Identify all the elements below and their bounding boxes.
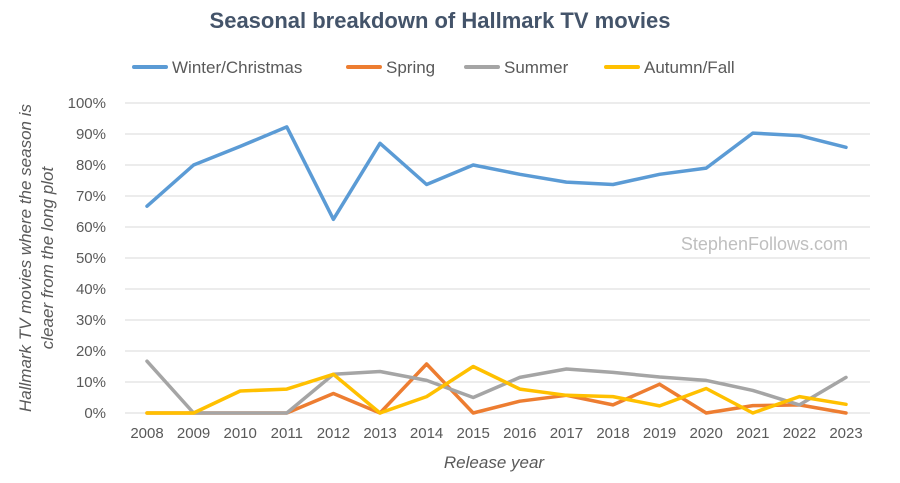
legend-label-spring: Spring bbox=[386, 58, 435, 77]
legend-label-autumn-fall: Autumn/Fall bbox=[644, 58, 735, 77]
series-line-autumn-fall bbox=[145, 364, 848, 415]
x-tick-label: 2017 bbox=[550, 425, 583, 442]
series-lines bbox=[145, 125, 848, 415]
x-tick-label: 2023 bbox=[829, 425, 862, 442]
y-tick-label: 20% bbox=[76, 343, 106, 360]
x-tick-label: 2008 bbox=[130, 425, 163, 442]
legend: Winter/Christmas Spring Summer Autumn/Fall bbox=[132, 58, 735, 77]
y-tick-label: 70% bbox=[76, 188, 106, 205]
x-axis-title: Release year bbox=[444, 453, 546, 472]
y-tick-label: 50% bbox=[76, 250, 106, 267]
legend-label-summer: Summer bbox=[504, 58, 569, 77]
x-tick-label: 2012 bbox=[317, 425, 350, 442]
y-axis-ticks: 0% 10% 20% 30% 40% 50% 60% 70% 80% 90% 100% bbox=[68, 95, 106, 422]
series-line-winter-christmas bbox=[145, 125, 848, 222]
x-tick-label: 2016 bbox=[503, 425, 536, 442]
watermark: StephenFollows.com bbox=[681, 234, 848, 254]
y-axis-title-line-2: cleaer from the long plot bbox=[38, 166, 57, 350]
x-tick-label: 2010 bbox=[224, 425, 257, 442]
gridlines bbox=[125, 102, 870, 414]
y-tick-label: 100% bbox=[68, 95, 106, 112]
y-tick-label: 60% bbox=[76, 219, 106, 236]
chart-title: Seasonal breakdown of Hallmark TV movies bbox=[210, 8, 671, 33]
y-tick-label: 10% bbox=[76, 374, 106, 391]
y-tick-label: 90% bbox=[76, 126, 106, 143]
series-line-summer bbox=[145, 359, 848, 415]
legend-label-winter-christmas: Winter/Christmas bbox=[172, 58, 302, 77]
x-tick-label: 2011 bbox=[271, 425, 303, 442]
x-tick-label: 2019 bbox=[643, 425, 676, 442]
x-tick-label: 2018 bbox=[596, 425, 629, 442]
y-tick-label: 80% bbox=[76, 157, 106, 174]
x-axis-ticks: 2008 2009 2010 2011 2012 2013 2014 2015 2016 2017… bbox=[130, 425, 862, 442]
x-tick-label: 2014 bbox=[410, 425, 443, 442]
x-tick-label: 2021 bbox=[736, 425, 769, 442]
x-tick-label: 2015 bbox=[457, 425, 490, 442]
y-tick-label: 40% bbox=[76, 281, 106, 298]
y-tick-label: 0% bbox=[84, 405, 106, 422]
y-axis-title-line-1: Hallmark TV movies where the season is bbox=[16, 104, 35, 413]
x-tick-label: 2009 bbox=[177, 425, 210, 442]
x-tick-label: 2020 bbox=[690, 425, 723, 442]
x-tick-label: 2022 bbox=[783, 425, 816, 442]
y-tick-label: 30% bbox=[76, 312, 106, 329]
x-tick-label: 2013 bbox=[363, 425, 396, 442]
